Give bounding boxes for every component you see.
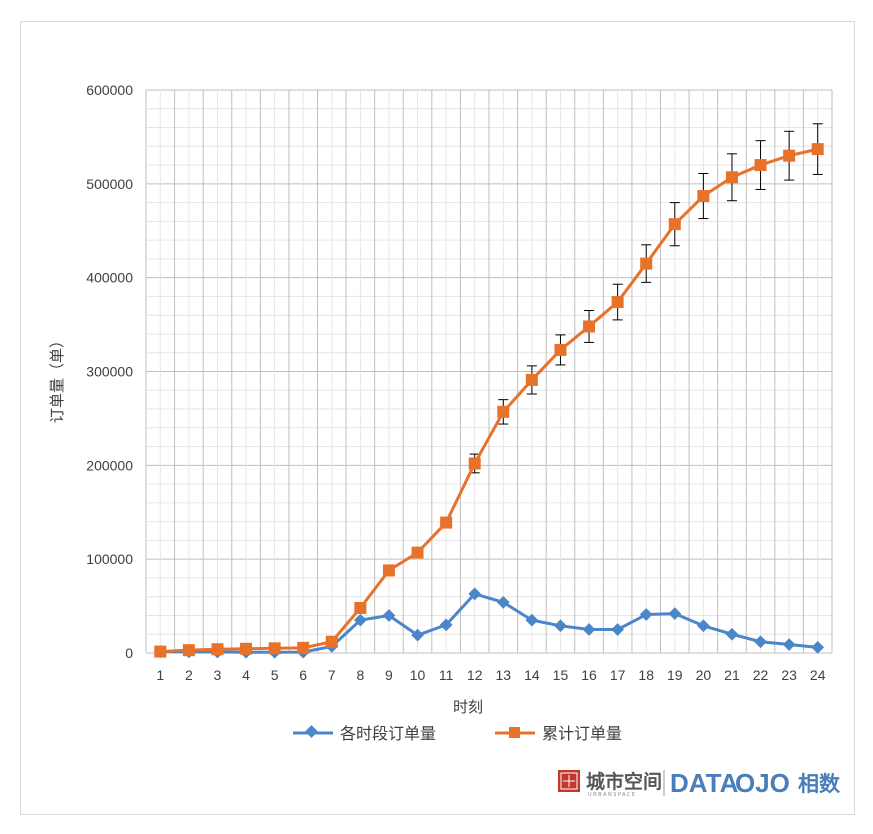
legend-marker-square: [509, 727, 520, 738]
chart-frame: [20, 21, 855, 815]
data-point-square: [182, 644, 195, 657]
data-point-square: [297, 641, 310, 654]
legend-label-series-2: 累计订单量: [542, 724, 622, 743]
x-tick-label: 23: [781, 667, 797, 683]
x-tick-label: 9: [385, 667, 393, 683]
brand-name-cn: 城市空间: [586, 770, 662, 793]
x-tick-label: 8: [356, 667, 364, 683]
data-point-square: [154, 645, 167, 658]
x-tick-label: 18: [638, 667, 654, 683]
x-tick-label: 12: [467, 667, 483, 683]
x-tick-label: 2: [185, 667, 193, 683]
x-tick-label: 17: [610, 667, 626, 683]
x-tick-label: 21: [724, 667, 740, 683]
x-tick-label: 15: [553, 667, 569, 683]
data-point-square: [811, 143, 824, 156]
data-point-square: [468, 457, 481, 470]
data-point-diamond: [754, 635, 767, 649]
data-point-diamond: [811, 641, 825, 654]
data-point-diamond: [725, 627, 739, 641]
y-tick-label: 400000: [86, 270, 133, 286]
data-point-square: [783, 149, 796, 162]
x-tick-label: 4: [242, 667, 250, 683]
x-tick-label: 20: [696, 667, 712, 683]
x-tick-label: 10: [410, 667, 426, 683]
y-tick-label: 300000: [86, 364, 133, 380]
y-tick-label: 600000: [86, 82, 133, 98]
x-tick-label: 7: [328, 667, 336, 683]
data-point-square: [754, 159, 767, 172]
data-point-square: [583, 320, 596, 333]
legend-item-series-2[interactable]: 累计订单量: [495, 724, 622, 743]
data-point-square: [640, 257, 653, 270]
data-point-square: [497, 405, 510, 418]
brand-name-data: DATA: [670, 768, 739, 798]
data-point-square: [325, 635, 338, 648]
y-tick-label: 200000: [86, 457, 133, 473]
brand-name-ojo: OJO: [735, 768, 790, 798]
x-tick-label: 11: [439, 667, 454, 683]
data-point-diamond: [782, 638, 796, 651]
x-tick-label: 19: [667, 667, 683, 683]
data-point-square: [382, 564, 395, 577]
seal-border: [560, 772, 578, 790]
y-tick-label: 0: [125, 645, 133, 661]
watermark: 城市空间 URBANSPACE DATA OJO 相数: [558, 768, 841, 798]
y-axis-title: 订单量（单）: [48, 333, 66, 423]
x-tick-label: 24: [810, 667, 826, 683]
data-point-square: [725, 171, 738, 184]
x-tick-label: 14: [524, 667, 540, 683]
legend-marker-diamond: [305, 725, 318, 738]
seal-logo: [558, 770, 580, 792]
legend: 各时段订单量 累计订单量: [293, 724, 622, 743]
data-point-square: [211, 643, 224, 656]
data-point-square: [611, 296, 624, 309]
grid: [145, 89, 833, 654]
data-point-square: [354, 601, 367, 614]
data-point-square: [268, 642, 281, 655]
series-2: [154, 123, 824, 658]
brand-subtitle: URBANSPACE: [588, 792, 637, 798]
x-tick-label: 1: [156, 667, 164, 683]
legend-item-series-1[interactable]: 各时段订单量: [293, 724, 436, 743]
data-point-square: [440, 516, 453, 529]
x-tick-label: 16: [581, 667, 597, 683]
data-point-diamond: [639, 608, 653, 621]
data-point-square: [240, 642, 253, 655]
x-tick-label: 3: [214, 667, 222, 683]
data-point-diamond: [554, 619, 567, 633]
x-tick-label: 5: [271, 667, 279, 683]
data-point-square: [554, 343, 567, 356]
brand-name-cn-2: 相数: [798, 772, 841, 796]
data-point-square: [697, 190, 710, 203]
x-tick-label: 6: [299, 667, 307, 683]
data-point-diamond: [668, 607, 682, 620]
data-point-diamond: [697, 619, 710, 633]
data-point-square: [668, 218, 681, 231]
x-tick-label: 22: [753, 667, 769, 683]
y-tick-label: 500000: [86, 176, 133, 192]
data-point-square: [525, 373, 538, 386]
y-tick-label: 100000: [86, 551, 133, 567]
x-axis-title: 时刻: [453, 698, 483, 716]
legend-label-series-1: 各时段订单量: [340, 724, 436, 743]
x-tick-label: 13: [496, 667, 512, 683]
data-point-square: [411, 546, 424, 559]
